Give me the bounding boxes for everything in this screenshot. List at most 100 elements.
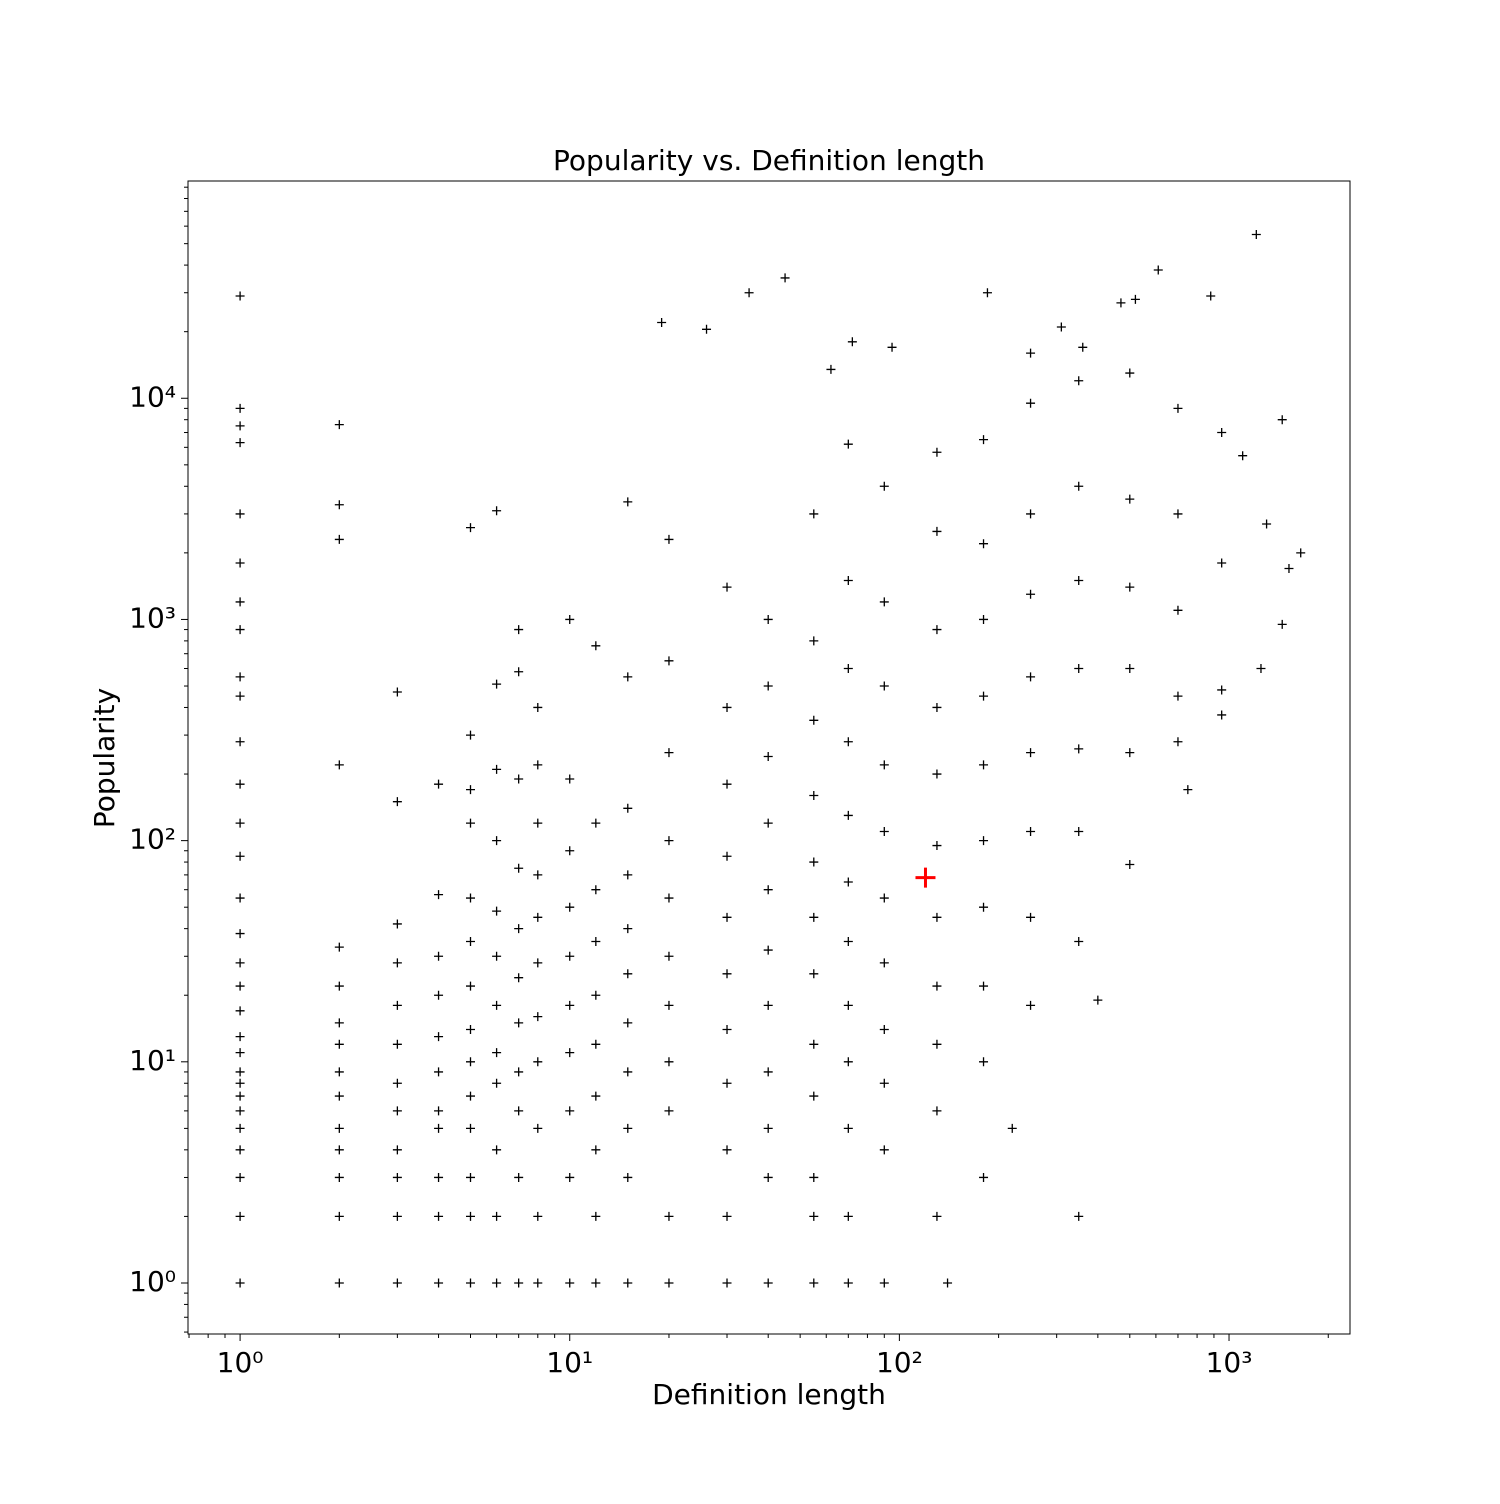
data-point <box>591 1211 601 1221</box>
data-point <box>722 582 732 592</box>
data-point <box>780 273 790 283</box>
data-point <box>932 769 942 779</box>
data-point <box>565 614 575 624</box>
data-point <box>664 1000 674 1010</box>
data-point <box>1125 859 1135 869</box>
data-point <box>591 1278 601 1288</box>
data-point <box>623 1172 633 1182</box>
data-point <box>466 1123 476 1133</box>
data-point <box>809 1211 819 1221</box>
data-point <box>235 625 245 635</box>
data-point <box>392 1172 402 1182</box>
data-point <box>1125 664 1135 674</box>
data-point <box>843 877 853 887</box>
data-point <box>843 1278 853 1288</box>
data-point <box>763 1123 773 1133</box>
data-point <box>623 1278 633 1288</box>
data-point <box>392 1000 402 1010</box>
data-point <box>1074 936 1084 946</box>
data-point <box>533 1057 543 1067</box>
data-point <box>392 1106 402 1116</box>
data-point <box>722 1024 732 1034</box>
data-point <box>514 667 524 677</box>
data-point <box>1026 748 1036 758</box>
data-point <box>1116 298 1126 308</box>
data-point <box>722 1078 732 1088</box>
data-point <box>722 1278 732 1288</box>
data-point <box>466 1278 476 1288</box>
data-point <box>879 893 889 903</box>
data-point <box>565 1048 575 1058</box>
data-point <box>763 1000 773 1010</box>
data-point <box>664 893 674 903</box>
data-point <box>664 1211 674 1221</box>
data-point <box>434 1278 444 1288</box>
data-point <box>763 614 773 624</box>
data-point <box>434 890 444 900</box>
data-point <box>235 981 245 991</box>
data-point <box>533 870 543 880</box>
data-point <box>514 1018 524 1028</box>
data-point <box>932 912 942 922</box>
data-point <box>235 672 245 682</box>
data-point <box>235 893 245 903</box>
data-point <box>235 438 245 448</box>
data-point <box>514 1172 524 1182</box>
data-point <box>466 785 476 795</box>
data-point <box>235 1006 245 1016</box>
data-point <box>722 1145 732 1155</box>
data-point <box>879 1024 889 1034</box>
data-point <box>591 818 601 828</box>
data-point <box>334 1211 344 1221</box>
data-point <box>879 826 889 836</box>
data-point <box>434 1067 444 1077</box>
data-point <box>722 912 732 922</box>
data-point <box>623 803 633 813</box>
data-point <box>235 1048 245 1058</box>
data-point <box>235 403 245 413</box>
data-point <box>565 902 575 912</box>
data-point <box>843 737 853 747</box>
data-point <box>591 990 601 1000</box>
data-point <box>1251 230 1261 240</box>
data-point <box>843 664 853 674</box>
data-point <box>392 1078 402 1088</box>
data-point <box>932 841 942 851</box>
data-point <box>1173 691 1183 701</box>
data-point <box>1125 368 1135 378</box>
data-point <box>623 870 633 880</box>
data-point <box>1217 428 1227 438</box>
data-point <box>334 981 344 991</box>
data-point <box>1277 619 1287 629</box>
data-point <box>334 534 344 544</box>
data-point <box>879 1278 889 1288</box>
x-axis-label: Definition length <box>652 1378 886 1411</box>
data-point <box>1074 481 1084 491</box>
data-point <box>932 702 942 712</box>
data-point <box>826 364 836 374</box>
data-point <box>1026 826 1036 836</box>
data-point <box>591 641 601 651</box>
data-point <box>879 958 889 968</box>
data-point <box>843 575 853 585</box>
data-point <box>843 1123 853 1133</box>
data-point <box>392 958 402 968</box>
data-point <box>1026 509 1036 519</box>
data-point <box>434 990 444 1000</box>
data-point <box>879 1078 889 1088</box>
data-point <box>1262 519 1272 529</box>
data-point <box>434 779 444 789</box>
data-point <box>979 902 989 912</box>
data-point <box>664 748 674 758</box>
data-point <box>1074 744 1084 754</box>
data-point <box>979 1172 989 1182</box>
data-point <box>1026 398 1036 408</box>
data-point <box>623 1123 633 1133</box>
data-point <box>664 1278 674 1288</box>
data-point <box>514 774 524 784</box>
data-point <box>664 1106 674 1116</box>
data-point <box>235 851 245 861</box>
data-point <box>392 1211 402 1221</box>
data-point <box>1093 995 1103 1005</box>
